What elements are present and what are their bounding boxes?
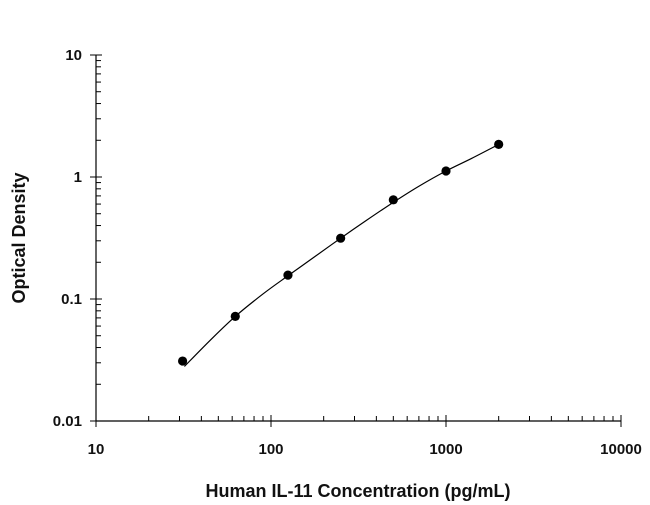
y-tick-label: 0.1 [61, 291, 82, 308]
data-point [177, 356, 188, 366]
fit-curve [183, 143, 499, 367]
y-ticks [90, 54, 102, 422]
data-points [177, 139, 504, 366]
data-point [441, 166, 451, 176]
y-axis-title: Optical Density [9, 172, 29, 303]
x-tick-label: 10000 [600, 441, 642, 458]
y-tick-labels: 0.01 0.1 1 10 [53, 47, 82, 430]
y-tick-label: 1 [74, 169, 82, 186]
x-tick-labels: 10 100 1000 10000 [88, 441, 642, 458]
data-point [336, 233, 346, 243]
y-tick-label: 0.01 [53, 413, 82, 430]
x-tick-label: 1000 [429, 441, 462, 458]
y-tick-label: 10 [65, 47, 82, 64]
x-axis-title: Human IL-11 Concentration (pg/mL) [205, 481, 510, 501]
data-point [283, 270, 293, 280]
data-point [388, 195, 398, 205]
x-tick-label: 100 [258, 441, 283, 458]
x-tick-label: 10 [88, 441, 105, 458]
data-point [230, 311, 240, 322]
x-ticks [95, 415, 622, 427]
data-point [494, 139, 504, 150]
